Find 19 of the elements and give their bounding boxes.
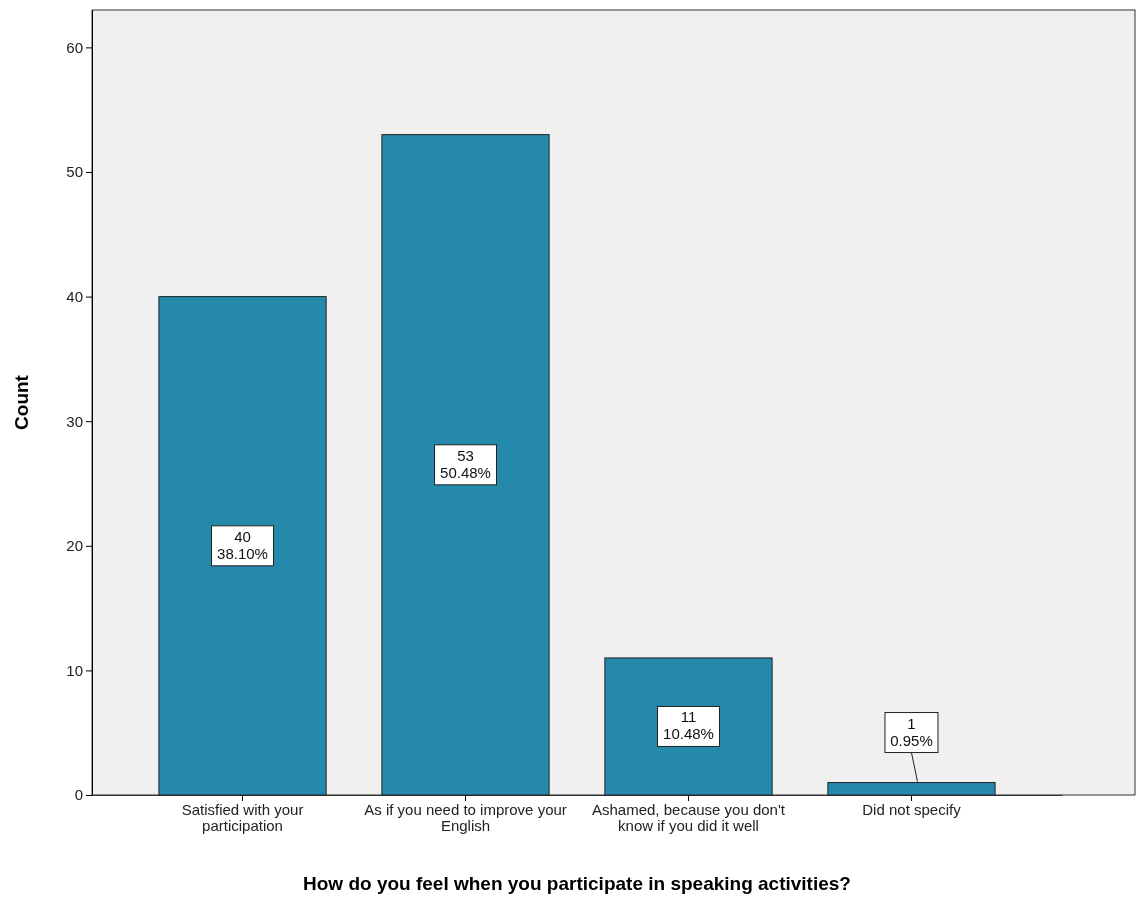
y-tick-label: 40 [66,287,83,305]
x-axis-title: How do you feel when you participate in speaking activities? [303,873,851,894]
y-tick-label: 30 [66,412,83,430]
y-tick-label: 60 [66,38,83,56]
bar [381,134,550,796]
y-tick-label: 20 [66,537,83,555]
y-tick-label: 0 [74,786,83,804]
y-axis-title: Count [11,374,32,430]
x-tick-label: Satisfied with your participation [181,800,304,835]
bar [158,296,327,796]
x-tick-label: As if you need to improve your English [364,800,567,835]
y-tick-label: 50 [66,163,83,181]
x-tick-label: Ashamed, because you don't know if you did it well [591,800,786,835]
data-label: 53 50.48% [440,446,491,481]
data-label: 11 10.48% [663,708,714,743]
data-label: 40 38.10% [217,527,268,562]
data-label: 1 0.95% [890,714,933,749]
y-tick-label: 10 [66,661,83,679]
x-tick-label: Did not specify [862,800,962,818]
